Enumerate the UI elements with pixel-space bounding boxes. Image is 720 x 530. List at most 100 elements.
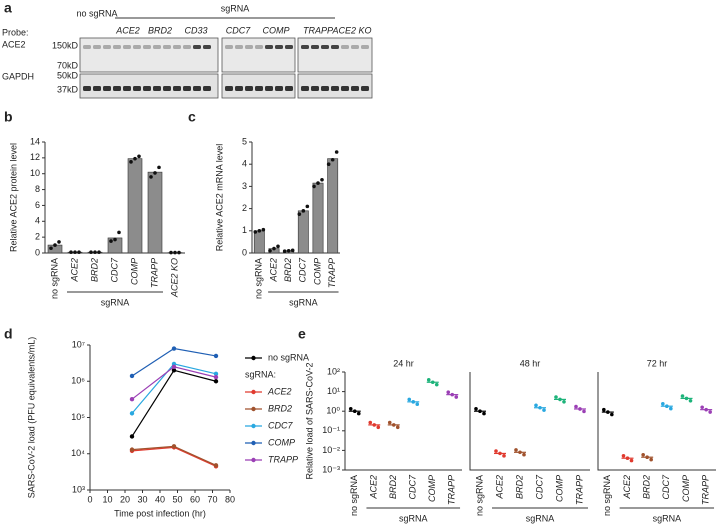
axis — [597, 372, 716, 471]
band — [93, 45, 101, 49]
marker-label: 70kD — [57, 60, 79, 70]
band — [245, 86, 253, 91]
point — [494, 449, 498, 453]
x-tick-label: COMP — [554, 475, 564, 502]
point — [446, 390, 451, 395]
y-axis-label: Relative ACE2 mRNA level — [214, 144, 224, 252]
x-tick-label: COMP — [129, 258, 139, 285]
legend-swatch — [251, 423, 256, 429]
group-label: sgRNA — [526, 513, 555, 523]
band — [285, 86, 293, 91]
x-tick-label: TRAPP — [327, 258, 337, 288]
legend-label: BRD2 — [268, 403, 292, 413]
x-tick-label: 20 — [120, 494, 130, 504]
point — [558, 397, 562, 402]
point — [356, 411, 361, 416]
point — [574, 404, 578, 409]
y-tick-label: 2 — [35, 232, 40, 242]
lane-label: ACE2 KO — [331, 25, 371, 35]
control-label: no sgRNA — [76, 8, 117, 18]
panel-label: d — [4, 326, 13, 342]
axis — [469, 372, 590, 471]
legend-swatch — [251, 389, 256, 395]
x-axis-label: Time post infection (hr) — [114, 508, 206, 518]
band — [321, 86, 329, 91]
y-tick-label: 10⁻³ — [322, 464, 340, 474]
y-tick-label: 10⁴ — [71, 448, 85, 458]
point — [129, 411, 135, 416]
group-label: sgRNA — [399, 513, 428, 523]
band — [163, 45, 171, 49]
point — [305, 204, 310, 209]
point — [502, 454, 506, 458]
y-tick-label: 5 — [242, 136, 247, 146]
point — [645, 455, 649, 459]
band — [113, 86, 121, 91]
point — [330, 157, 335, 162]
point — [700, 405, 704, 410]
point — [669, 406, 673, 411]
bar — [127, 158, 143, 254]
point — [387, 420, 392, 425]
point — [113, 237, 117, 242]
point — [542, 408, 546, 412]
axis — [251, 142, 340, 254]
point — [684, 396, 689, 401]
x-tick-label: TRAPP — [447, 475, 457, 505]
point — [73, 250, 77, 255]
band — [173, 45, 181, 49]
x-tick-label: ACE2 KO — [169, 258, 179, 298]
x-tick-label: BRD2 — [388, 475, 398, 499]
x-tick-label: 10 — [102, 494, 112, 504]
lane-label: TRAPP — [303, 25, 333, 35]
point — [649, 457, 653, 462]
x-tick-label: no sgRNA — [474, 475, 484, 516]
point — [253, 230, 258, 234]
x-tick-label: 40 — [155, 494, 165, 504]
point — [688, 398, 693, 403]
point — [257, 229, 262, 233]
blot-box — [221, 37, 296, 73]
point — [282, 249, 287, 254]
band — [275, 45, 283, 49]
y-tick-label: 10⁻² — [322, 445, 340, 455]
x-tick-label: COMP — [427, 475, 437, 502]
legend-heading: sgRNA: — [245, 369, 276, 379]
x-tick-label: CDC7 — [298, 257, 308, 282]
point — [109, 239, 113, 243]
point — [514, 448, 518, 452]
panel-label: e — [298, 326, 306, 342]
band — [301, 45, 309, 49]
band — [235, 86, 243, 91]
band — [285, 45, 293, 49]
legend-swatch — [251, 355, 256, 361]
band — [225, 45, 233, 49]
panel-label: c — [188, 109, 196, 125]
x-tick-label: no sgRNA — [349, 475, 359, 516]
band — [245, 45, 253, 49]
point — [153, 171, 157, 175]
point — [411, 400, 416, 404]
band — [143, 86, 151, 91]
point — [368, 420, 373, 425]
panel-label: b — [4, 109, 13, 125]
point — [391, 423, 396, 427]
point — [316, 181, 320, 185]
blot-box — [79, 37, 219, 73]
x-tick-label: 30 — [137, 494, 147, 504]
band — [133, 45, 141, 49]
point — [498, 451, 502, 456]
band — [143, 45, 151, 49]
point — [602, 407, 606, 412]
y-tick-label: 10⁶ — [71, 376, 85, 386]
band — [183, 45, 191, 49]
point — [261, 227, 266, 232]
point — [641, 452, 645, 457]
point — [606, 410, 610, 414]
x-tick-label: TRAPP — [149, 258, 159, 288]
point — [474, 407, 478, 411]
point — [69, 250, 73, 255]
series-line — [131, 369, 217, 437]
point — [77, 250, 81, 255]
band — [83, 45, 91, 49]
